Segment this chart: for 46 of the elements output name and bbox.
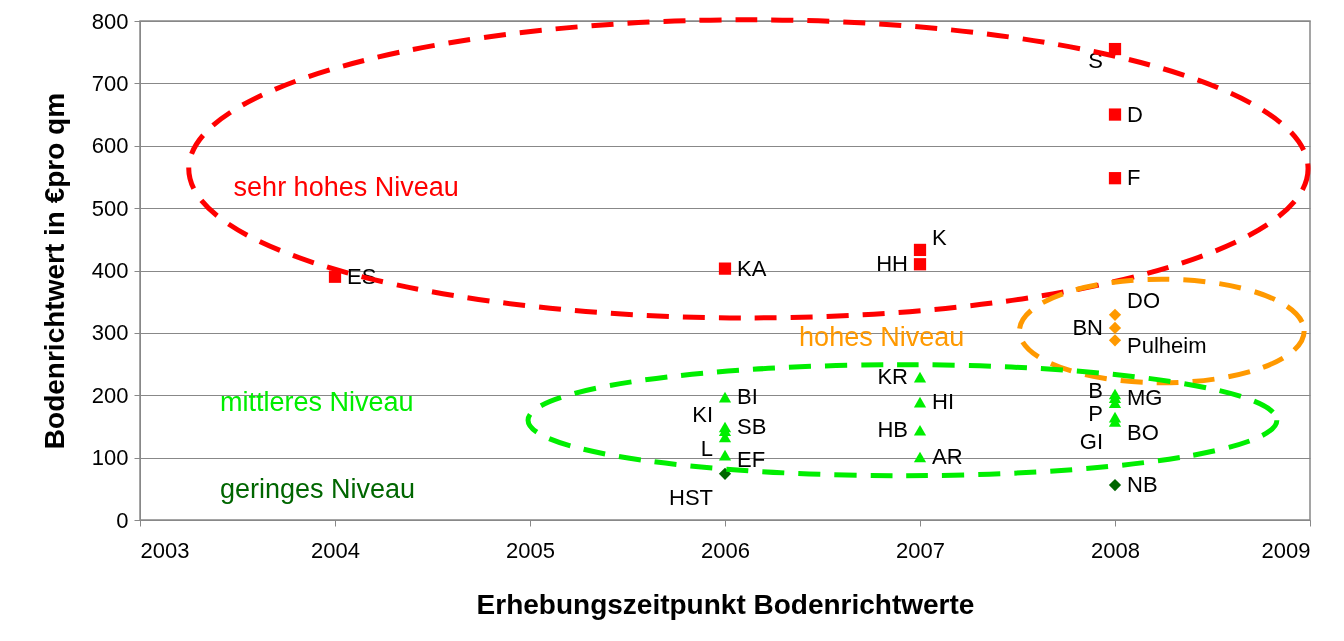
y-tick-label: 400 [91,258,129,283]
data-label: HH [876,251,908,277]
data-label: DO [1127,287,1160,313]
x-tick-label: 2008 [1091,537,1140,563]
data-label: KR [877,364,908,390]
y-tick-label: 700 [91,70,129,96]
x-tick-label: 2004 [311,537,360,563]
data-label: BN [1072,314,1103,340]
data-label: HI [932,389,954,415]
text: sehr hohes Niveau [233,171,459,202]
y-tick-label: 100 [91,445,129,471]
x-tick-label: 2003 [140,537,190,563]
text: geringes Niveau [219,474,416,505]
data-label: B [1088,378,1103,403]
y-tick-label: 800 [91,8,129,34]
data-label: BI [737,384,758,410]
x-axis-title: Erhebungszeitpunkt Bodenrichtwerte [476,588,975,620]
data-label: P [1088,400,1103,426]
data-label: F [1127,165,1141,191]
data-label: EF [737,447,766,473]
data-label: HB [877,417,908,443]
data-label: Pulheim [1127,333,1207,359]
data-label: AR [932,444,963,469]
y-axis-title: Bodenrichtwert in €pro qm [38,92,70,450]
text: mittleres Niveau [219,386,414,417]
data-label: BO [1127,420,1159,446]
data-label: KA [737,255,767,281]
x-tick-label: 2007 [896,537,945,563]
data-label: K [932,224,947,250]
y-tick-label: 0 [116,507,129,533]
x-tick-label: 2005 [506,537,555,563]
data-label: MG [1127,384,1163,410]
data-label: GI [1079,429,1103,455]
data-label: L [700,436,713,462]
text: hohes Niveau [799,321,965,352]
y-tick-label: 300 [91,320,129,346]
x-tick-label: 2009 [1261,537,1311,563]
data-label: D [1127,101,1143,127]
x-tick-label: 2006 [701,537,750,563]
data-label: HST [669,484,713,510]
data-label: SB [737,413,767,439]
y-tick-label: 500 [91,195,129,221]
y-tick-label: 600 [91,133,129,159]
data-label: NB [1127,472,1158,498]
data-label: KI [692,402,713,428]
y-tick-label: 200 [91,382,129,408]
